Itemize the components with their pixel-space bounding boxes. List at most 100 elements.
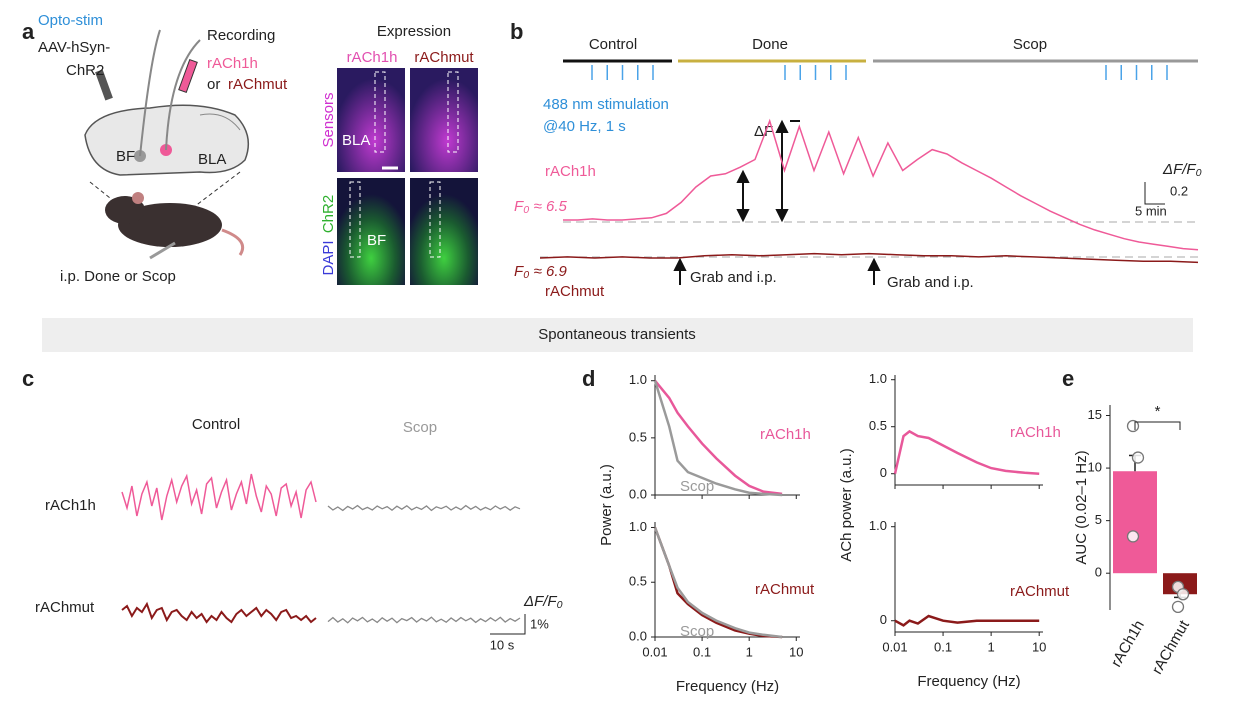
expression-title: Expression: [377, 23, 451, 40]
series-label: rAChmut: [755, 581, 815, 598]
data-point: [1126, 419, 1140, 433]
y-axis-label: ACh power (a.u.): [838, 448, 855, 561]
y-tick-label: 0.5: [869, 418, 887, 433]
delta-f: ΔF: [754, 123, 773, 140]
series-line: [653, 527, 783, 639]
region: BF: [116, 148, 135, 165]
series-label: Scop: [680, 478, 714, 495]
scale-label: ΔF/F₀: [523, 593, 563, 610]
y-tick-label: 0: [1095, 565, 1102, 580]
x-tick-label: 1: [988, 639, 995, 654]
brain-diagram: [84, 29, 250, 260]
arrows: [673, 119, 881, 285]
region: BLA: [342, 132, 370, 149]
x-axis-label: Frequency (Hz): [676, 678, 779, 695]
f0-label: F₀ ≈ 6.5: [514, 198, 568, 215]
row-label: ChR2: [320, 195, 337, 233]
x-tick-label: 1: [746, 644, 753, 659]
annotation: Grab and i.p.: [887, 274, 974, 291]
row-label: rACh1h: [45, 497, 96, 514]
panel-label: c: [22, 366, 34, 391]
y-tick-label: 1.0: [869, 518, 887, 533]
panel-label: d: [582, 366, 595, 391]
significance: *: [1155, 403, 1161, 420]
scale-label: 0.2: [1170, 183, 1188, 198]
virus: AAV-hSyn-: [38, 39, 110, 56]
stim-label: 488 nm stimulation: [543, 96, 669, 113]
bar: [1113, 471, 1157, 574]
phase-label: Control: [589, 36, 637, 53]
trace-label: rAChmut: [545, 283, 605, 300]
y-tick-label: 0: [880, 465, 887, 480]
trace: [327, 504, 521, 512]
y-tick-label: 5: [1095, 512, 1102, 527]
x-tick-label: 10: [1032, 639, 1046, 654]
region: BF: [367, 232, 386, 249]
y-tick-label: 0.5: [629, 429, 647, 444]
y-tick-label: 1.0: [869, 371, 887, 386]
series-label: Scop: [680, 623, 714, 640]
banner-box: [42, 318, 1193, 352]
or: or: [207, 76, 220, 93]
scale-bar: [1144, 182, 1165, 205]
scale-label: 1%: [530, 616, 549, 631]
x-tick-label: rAChmut: [1149, 617, 1194, 677]
trace: [563, 118, 1199, 251]
series-label: rACh1h: [1010, 424, 1061, 441]
trace: [327, 616, 521, 624]
x-tick-label: 0.01: [882, 639, 907, 654]
series-line: [893, 429, 1040, 475]
y-tick-label: 15: [1088, 407, 1102, 422]
sensor: rAChmut: [228, 76, 288, 93]
panel-label: a: [22, 19, 35, 44]
injection: i.p. Done or Scop: [60, 268, 176, 285]
data-point: [1171, 600, 1185, 613]
recording: Recording: [207, 27, 275, 44]
scale-label: ΔF/F₀: [1162, 161, 1202, 178]
banner-text: Spontaneous transients: [538, 326, 696, 343]
trace-label: rACh1h: [545, 163, 596, 180]
scale-label: 5 min: [1135, 203, 1167, 218]
series-label: rAChmut: [1010, 583, 1070, 600]
trace: [121, 601, 317, 624]
x-tick-label: 0.1: [693, 644, 711, 659]
column-label: rAChmut: [414, 49, 474, 66]
scale-label: 10 s: [490, 637, 515, 652]
y-tick-label: 0.0: [629, 628, 647, 643]
phase-label: Scop: [1013, 36, 1047, 53]
virus: ChR2: [66, 62, 104, 79]
x-tick-label: 10: [789, 644, 803, 659]
annotation: Grab and i.p.: [690, 269, 777, 286]
y-tick-label: 1.0: [629, 519, 647, 534]
y-axis-label: AUC (0.02–1 Hz): [1073, 450, 1090, 564]
y-tick-label: 0.5: [629, 574, 647, 589]
y-tick-label: 0: [880, 612, 887, 627]
expression-images: [337, 68, 478, 285]
series-line: [654, 379, 783, 496]
y-tick-label: 10: [1088, 460, 1102, 475]
row-label: DAPI: [320, 240, 337, 275]
significance-bracket: [1134, 421, 1181, 430]
x-axis-label: Frequency (Hz): [917, 673, 1020, 690]
x-tick-label: 0.1: [934, 639, 952, 654]
column-label: Control: [192, 416, 240, 433]
data-point: [1176, 588, 1190, 601]
row-label: Sensors: [320, 92, 337, 147]
f0-label: F₀ ≈ 6.9: [514, 263, 568, 280]
x-tick-label: rACh1h: [1108, 617, 1148, 670]
series-line: [653, 380, 783, 497]
column-label: rACh1h: [347, 49, 398, 66]
scale-bar: [490, 614, 526, 635]
trace: [121, 473, 317, 521]
sensor: rACh1h: [207, 55, 258, 72]
column-label: Scop: [403, 419, 437, 436]
data-point: [1131, 451, 1145, 464]
y-tick-label: 1.0: [629, 372, 647, 387]
panel-label: b: [510, 19, 523, 44]
region: BLA: [198, 151, 226, 168]
trace: [539, 252, 1199, 264]
y-tick-label: 0.0: [629, 486, 647, 501]
